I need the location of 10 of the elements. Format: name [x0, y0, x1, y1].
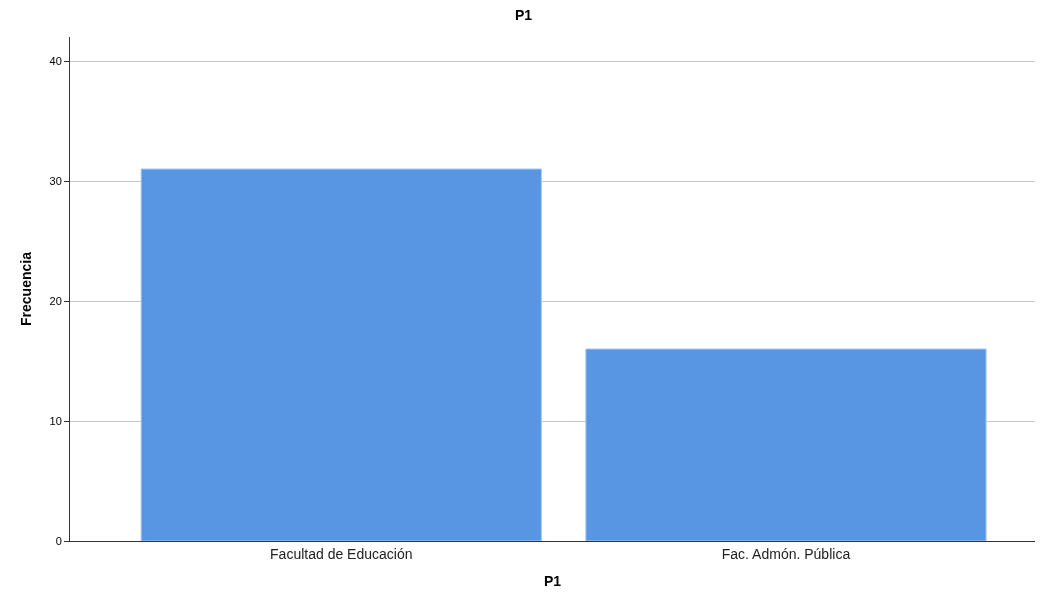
y-axis-title: Frecuencia — [18, 251, 35, 326]
y-tick-label: 40 — [49, 54, 62, 67]
x-tick-label: Fac. Admón. Pública — [721, 545, 851, 562]
x-tick-label: Facultad de Educación — [270, 545, 413, 562]
y-tick-label: 30 — [49, 174, 62, 187]
y-tick-label: 20 — [49, 294, 62, 307]
x-axis-title: P1 — [543, 573, 562, 590]
y-tick-label: 10 — [49, 414, 62, 427]
y-tick-label: 0 — [55, 534, 62, 547]
chart-title: P1 — [514, 7, 533, 24]
